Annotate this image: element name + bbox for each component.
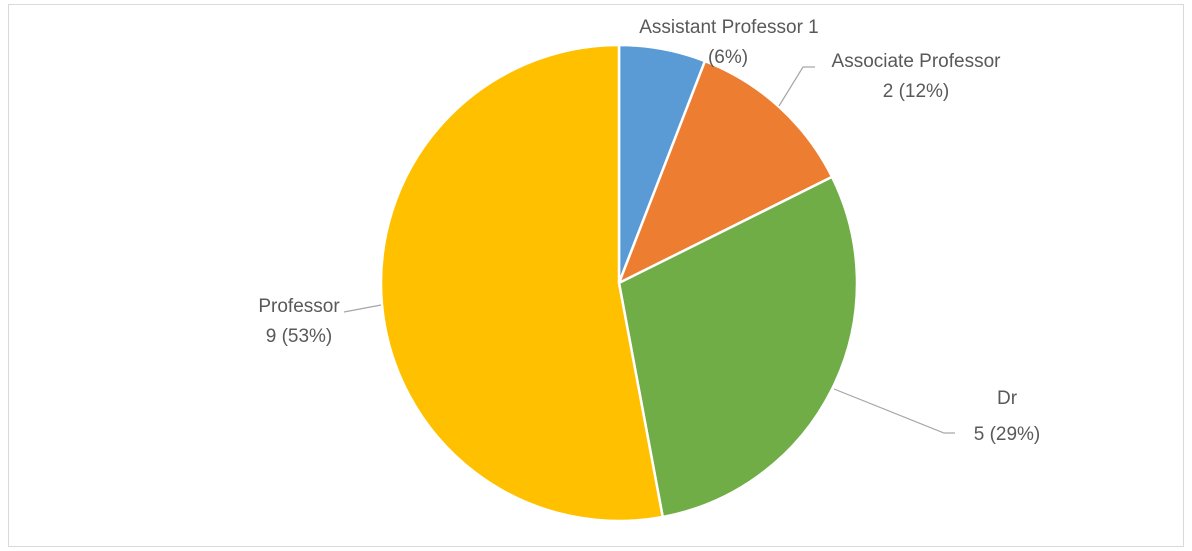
pie-slices bbox=[379, 43, 859, 523]
label-associate-professor-line2: 2 (12%) bbox=[883, 81, 950, 102]
leader-line-associate-professor bbox=[778, 66, 815, 107]
leader-lines bbox=[343, 66, 955, 434]
label-dr-line2: 5 (29%) bbox=[974, 424, 1041, 445]
leader-line-dr bbox=[833, 388, 955, 434]
data-labels: Assistant Professor 1 (6%) Associate Pro… bbox=[258, 17, 1040, 445]
label-dr-line1: Dr bbox=[997, 388, 1018, 409]
slice-dr[interactable] bbox=[617, 175, 859, 519]
leader-line-professor bbox=[343, 304, 382, 313]
label-associate-professor-line1: Associate Professor bbox=[832, 51, 1002, 72]
slice-professor[interactable] bbox=[379, 43, 664, 523]
label-assistant-professor-line1: Assistant Professor 1 bbox=[639, 17, 819, 38]
label-assistant-professor-line2: (6%) bbox=[708, 47, 748, 68]
label-professor-line2: 9 (53%) bbox=[266, 326, 333, 347]
label-professor-line1: Professor bbox=[258, 296, 340, 317]
slice-associate-professor[interactable] bbox=[617, 59, 834, 285]
